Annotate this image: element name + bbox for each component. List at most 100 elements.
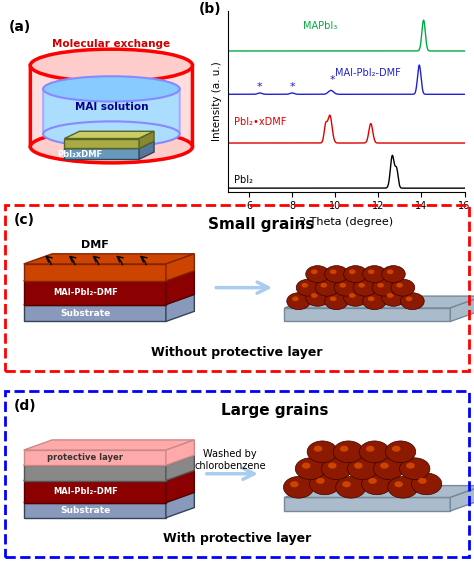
Circle shape	[339, 283, 346, 288]
Text: MAI-PbI₂-DMF: MAI-PbI₂-DMF	[53, 288, 118, 297]
Circle shape	[349, 270, 356, 274]
Circle shape	[411, 473, 442, 495]
Circle shape	[347, 458, 378, 479]
Text: Molecular exchange: Molecular exchange	[52, 39, 171, 49]
Polygon shape	[24, 450, 166, 465]
Polygon shape	[64, 131, 154, 139]
Circle shape	[396, 283, 403, 288]
Text: PbI₂: PbI₂	[234, 175, 253, 185]
Circle shape	[340, 446, 348, 452]
Polygon shape	[166, 470, 194, 503]
Circle shape	[287, 293, 310, 310]
Polygon shape	[24, 470, 194, 481]
Circle shape	[330, 270, 337, 274]
Polygon shape	[24, 503, 166, 518]
Text: With protective layer: With protective layer	[163, 532, 311, 545]
Polygon shape	[284, 486, 474, 497]
Circle shape	[353, 279, 377, 296]
Circle shape	[301, 283, 308, 288]
Circle shape	[385, 441, 416, 462]
Polygon shape	[64, 139, 139, 148]
Text: (d): (d)	[14, 399, 37, 413]
Text: Washed by
chlorobenzene: Washed by chlorobenzene	[194, 450, 266, 471]
Polygon shape	[166, 440, 194, 465]
Text: Substrate: Substrate	[60, 309, 110, 318]
Ellipse shape	[43, 76, 180, 102]
Circle shape	[380, 462, 389, 469]
Polygon shape	[166, 294, 194, 321]
Ellipse shape	[43, 121, 180, 147]
Circle shape	[366, 446, 374, 452]
Polygon shape	[24, 281, 166, 305]
Circle shape	[363, 293, 386, 310]
Text: (a): (a)	[9, 20, 31, 34]
Text: *: *	[289, 82, 295, 92]
X-axis label: 2 Theta (degree): 2 Theta (degree)	[299, 217, 393, 227]
Circle shape	[314, 446, 322, 452]
Text: (b): (b)	[199, 2, 222, 16]
Text: *: *	[257, 82, 263, 92]
Polygon shape	[284, 308, 450, 321]
Circle shape	[330, 297, 337, 301]
Circle shape	[359, 441, 390, 462]
Polygon shape	[24, 465, 166, 481]
Polygon shape	[24, 492, 194, 503]
Text: MAPbI₃: MAPbI₃	[303, 21, 337, 32]
Circle shape	[321, 458, 352, 479]
Circle shape	[406, 462, 415, 469]
Polygon shape	[24, 455, 194, 465]
Circle shape	[336, 477, 366, 498]
Circle shape	[311, 293, 318, 298]
Circle shape	[391, 279, 415, 296]
Circle shape	[344, 266, 367, 283]
Circle shape	[349, 293, 356, 298]
Circle shape	[388, 477, 418, 498]
Circle shape	[325, 266, 348, 283]
Circle shape	[400, 458, 430, 479]
Circle shape	[316, 478, 325, 484]
Circle shape	[382, 266, 405, 283]
Polygon shape	[450, 486, 474, 511]
Circle shape	[296, 279, 320, 296]
Circle shape	[363, 266, 386, 283]
Circle shape	[362, 473, 392, 495]
Polygon shape	[450, 296, 474, 321]
Polygon shape	[24, 294, 194, 305]
Circle shape	[382, 289, 405, 306]
Circle shape	[290, 481, 299, 487]
Polygon shape	[139, 131, 154, 148]
Circle shape	[368, 478, 377, 484]
Circle shape	[387, 293, 393, 298]
Text: PbI₂xDMF: PbI₂xDMF	[57, 150, 102, 159]
Text: Large grains: Large grains	[221, 403, 328, 418]
Circle shape	[295, 458, 326, 479]
Circle shape	[306, 289, 329, 306]
Text: MAI-PbI₂-DMF: MAI-PbI₂-DMF	[53, 487, 118, 496]
Circle shape	[320, 283, 327, 288]
Circle shape	[342, 481, 351, 487]
Circle shape	[392, 446, 401, 452]
Circle shape	[315, 279, 339, 296]
Circle shape	[302, 462, 310, 469]
Circle shape	[307, 441, 337, 462]
FancyBboxPatch shape	[43, 89, 180, 134]
Circle shape	[310, 473, 340, 495]
Polygon shape	[64, 148, 139, 159]
Circle shape	[354, 462, 363, 469]
Polygon shape	[139, 141, 154, 159]
Text: (c): (c)	[14, 213, 35, 227]
Polygon shape	[24, 254, 194, 264]
Text: Small grains: Small grains	[208, 217, 314, 232]
Text: Without protective layer: Without protective layer	[151, 346, 323, 359]
Polygon shape	[166, 271, 194, 305]
Ellipse shape	[30, 130, 192, 163]
Circle shape	[358, 283, 365, 288]
Text: MAI-PbI₂-DMF: MAI-PbI₂-DMF	[335, 68, 401, 78]
Circle shape	[306, 266, 329, 283]
Polygon shape	[24, 440, 194, 450]
Circle shape	[325, 293, 348, 310]
Circle shape	[333, 441, 364, 462]
Text: MAI solution: MAI solution	[74, 102, 148, 112]
Circle shape	[334, 279, 358, 296]
Text: DMF: DMF	[81, 240, 109, 250]
